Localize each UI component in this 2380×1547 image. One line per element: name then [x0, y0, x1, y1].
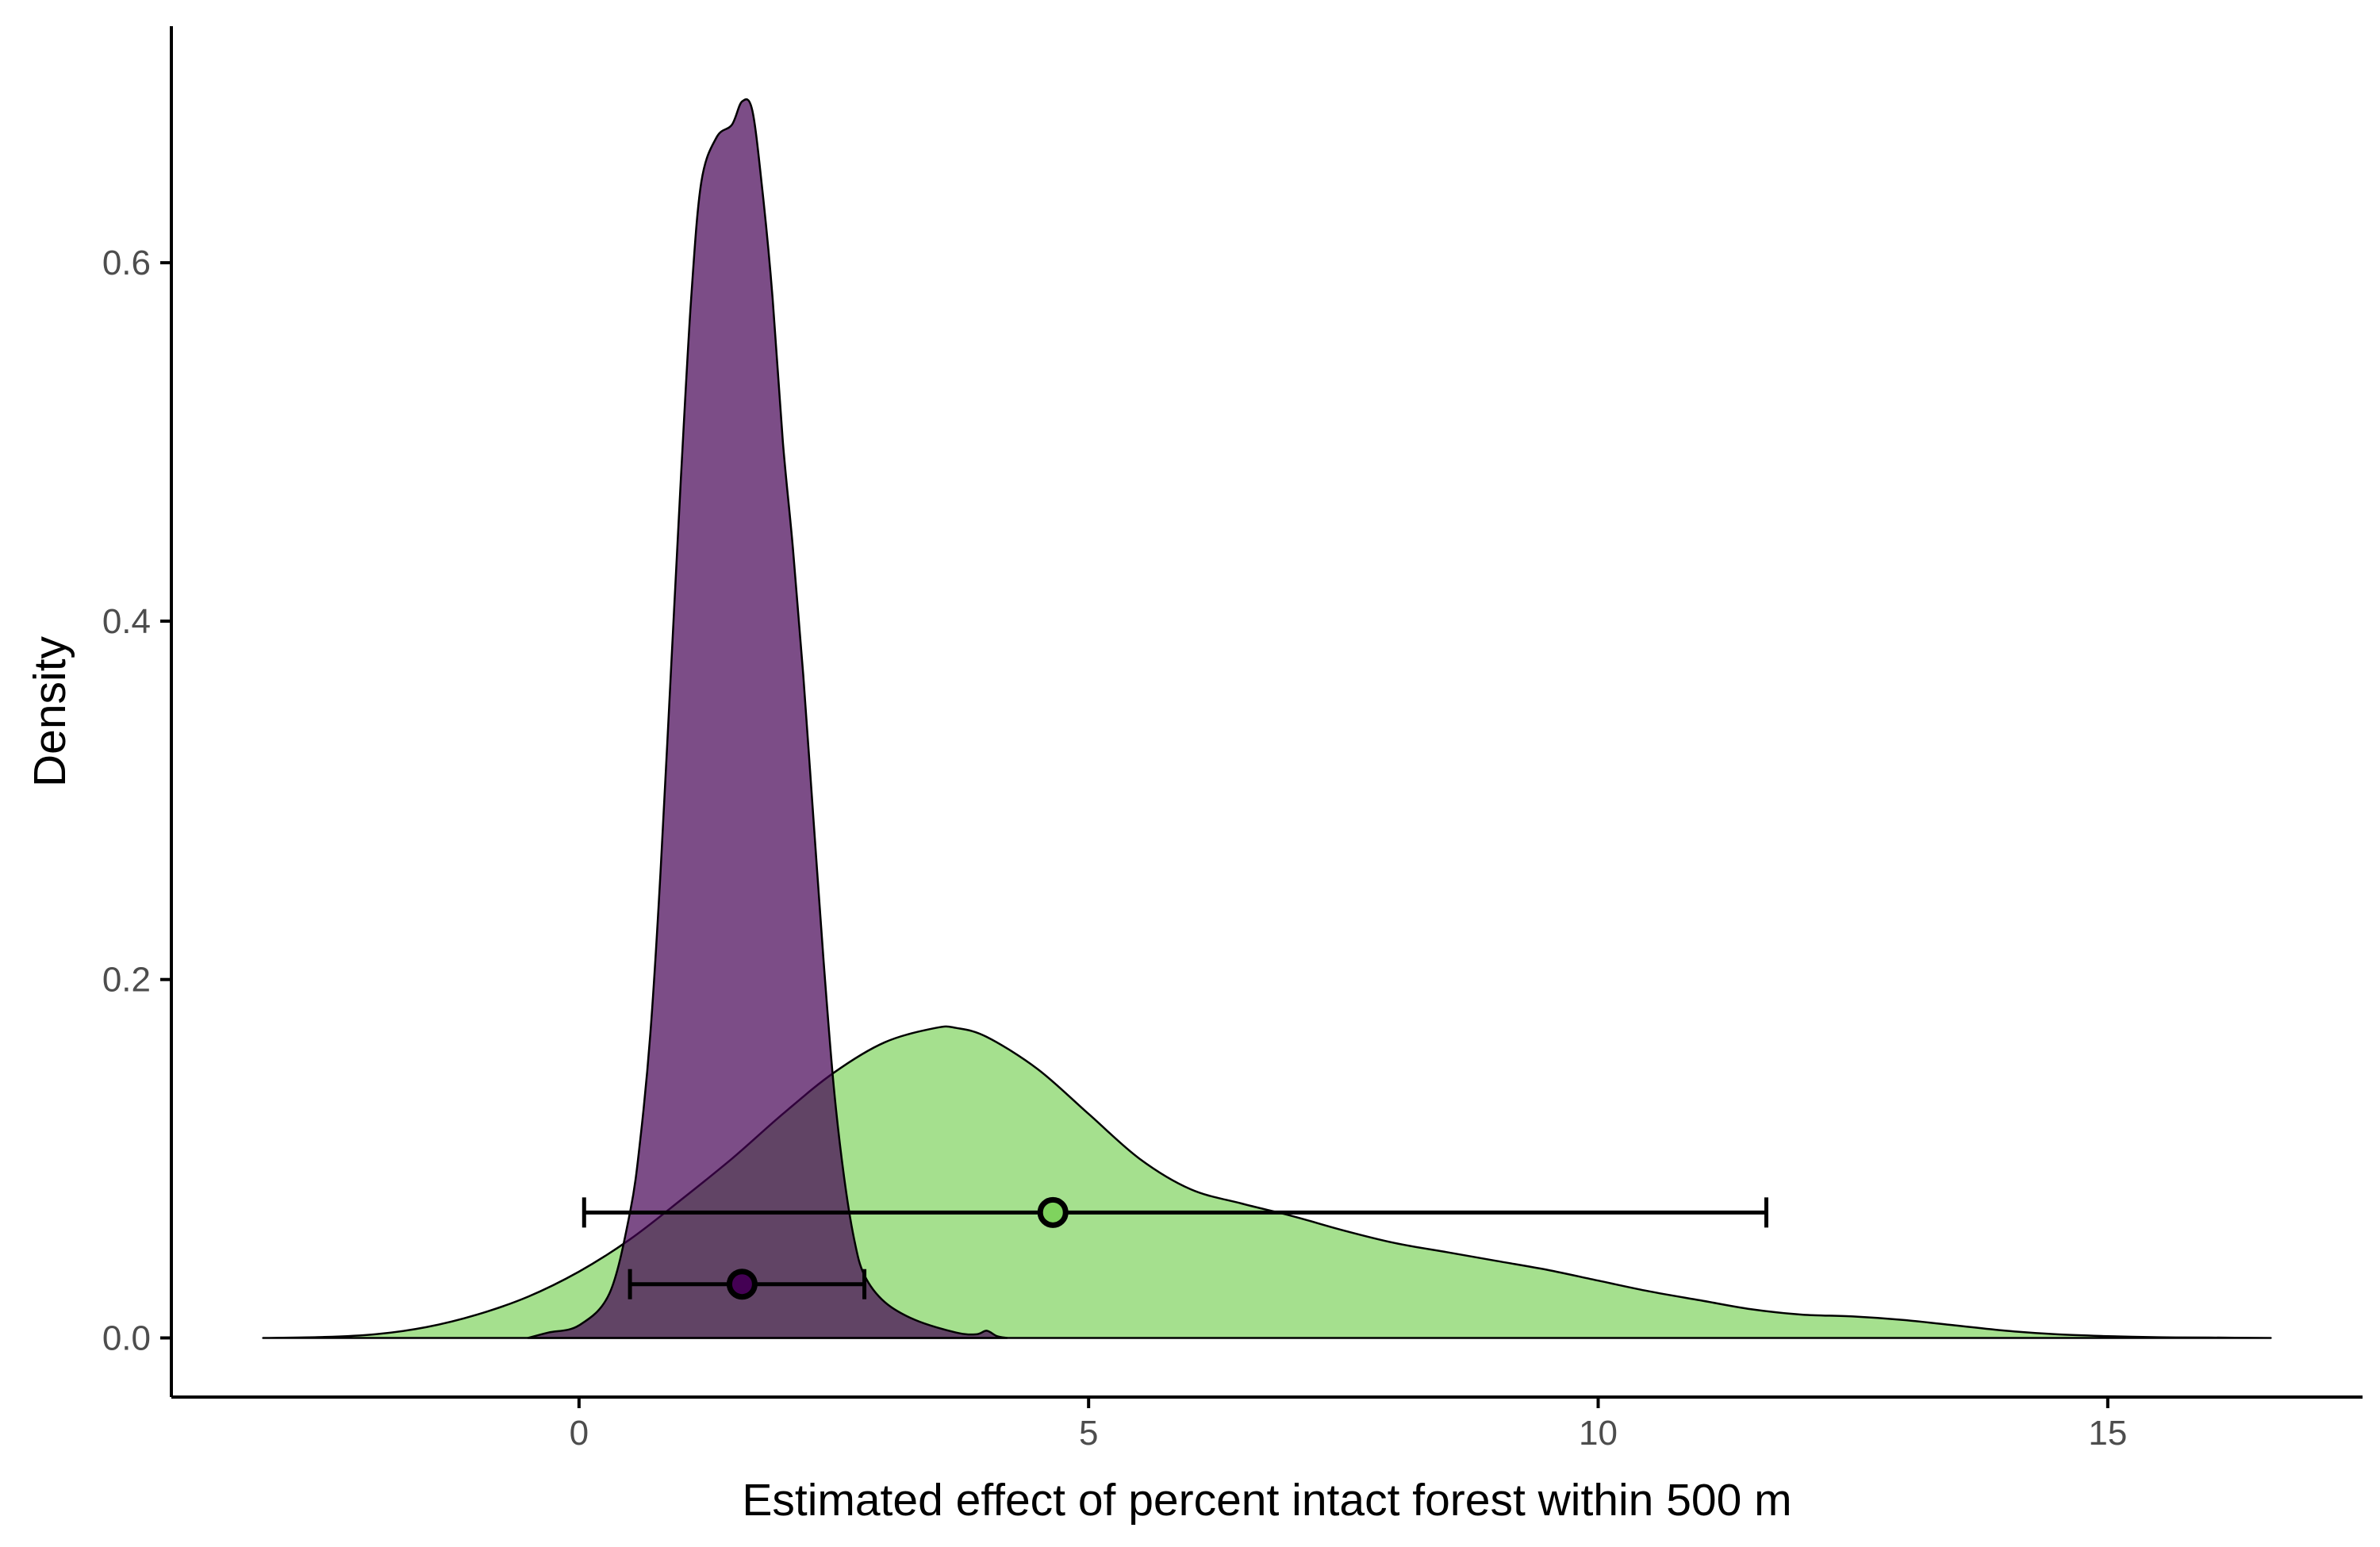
- point-estimate-1: [1037, 1196, 1069, 1228]
- x-axis-title: Estimated effect of percent intact fores…: [742, 1475, 1791, 1526]
- x-tick-label: 10: [1579, 1414, 1618, 1453]
- y-axis-ticks: 0.0 0.2 0.4 0.6: [102, 244, 171, 1357]
- interval-1: [582, 1196, 1768, 1228]
- x-tick-label: 15: [2088, 1414, 2127, 1453]
- point-estimate-2: [726, 1269, 758, 1300]
- y-tick-label: 0.0: [102, 1319, 151, 1357]
- density-area-1: [262, 1025, 2272, 1339]
- y-tick-label: 0.2: [102, 961, 151, 1000]
- x-axis-ticks: 0 5 10 15: [570, 1397, 2127, 1453]
- y-tick-label: 0.6: [102, 244, 151, 282]
- x-tick-label: 0: [570, 1414, 589, 1453]
- y-axis-title: Density: [25, 635, 75, 787]
- x-tick-label: 5: [1079, 1414, 1098, 1453]
- interval-2: [628, 1269, 867, 1300]
- y-tick-label: 0.4: [102, 602, 151, 641]
- plot-marks: [262, 98, 2272, 1339]
